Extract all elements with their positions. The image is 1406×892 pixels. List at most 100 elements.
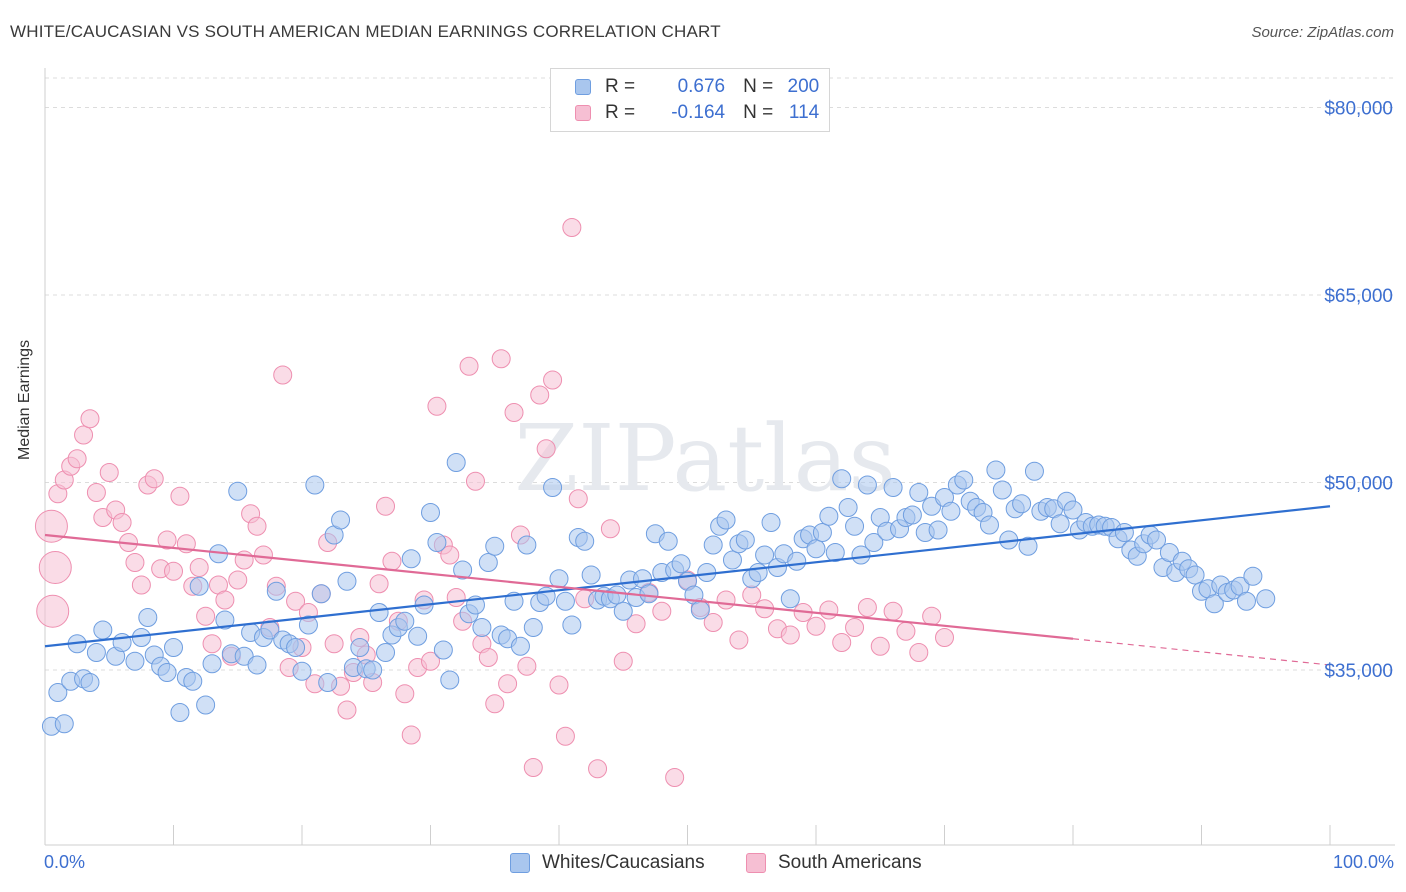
- white-caucasian-point: [562, 615, 582, 635]
- white-caucasian-point: [228, 481, 248, 501]
- south-american-point: [382, 551, 402, 571]
- white-caucasian-point: [80, 673, 100, 692]
- south-american-point: [485, 694, 505, 714]
- white-caucasian-point: [812, 523, 832, 542]
- white-caucasian-point: [305, 475, 325, 495]
- white-caucasian-point: [1185, 565, 1205, 585]
- legend-swatch-pink: [575, 105, 591, 121]
- south-american-point: [427, 396, 447, 416]
- white-caucasian-point: [93, 620, 113, 640]
- south-american-point: [196, 606, 216, 626]
- white-caucasian-point: [292, 661, 312, 681]
- south-american-point: [369, 574, 389, 594]
- white-caucasian-point: [1243, 566, 1263, 586]
- legend-r-value: -0.164: [671, 102, 726, 123]
- bottom-legend-label: Whites/Caucasians: [542, 852, 705, 873]
- white-caucasian-point: [941, 501, 961, 521]
- white-caucasian-point: [427, 533, 447, 552]
- south-american-point: [600, 519, 620, 539]
- white-caucasian-point: [183, 671, 203, 691]
- white-caucasian-point: [543, 478, 563, 497]
- south-american-point: [99, 463, 119, 482]
- south-american-point: [36, 594, 70, 628]
- white-caucasian-point: [755, 545, 775, 565]
- white-caucasian-point: [883, 478, 903, 497]
- white-caucasian-point: [350, 638, 370, 657]
- south-american-point: [144, 469, 164, 489]
- south-american-point: [80, 409, 100, 429]
- south-american-point: [742, 585, 762, 605]
- white-caucasian-point: [864, 533, 884, 552]
- south-american-point: [819, 600, 839, 620]
- white-caucasian-point: [658, 531, 678, 551]
- white-caucasian-point: [1204, 594, 1224, 614]
- white-caucasian-point: [671, 554, 691, 574]
- white-caucasian-point: [337, 571, 357, 591]
- legend-r-value: 0.676: [677, 76, 726, 97]
- white-caucasian-point: [421, 503, 440, 522]
- south-american-point: [703, 613, 723, 632]
- white-caucasian-point: [401, 549, 421, 569]
- white-caucasian-point: [639, 584, 659, 604]
- south-american-point: [376, 496, 396, 516]
- south-american-point: [395, 684, 415, 704]
- white-caucasian-point: [157, 663, 177, 682]
- white-caucasian-point: [86, 643, 106, 662]
- south-american-point: [459, 356, 479, 376]
- white-caucasian-point: [485, 536, 505, 556]
- white-caucasian-point: [1012, 494, 1032, 514]
- south-american-point: [465, 471, 485, 491]
- white-caucasian-point: [979, 515, 999, 535]
- white-caucasian-point: [138, 608, 158, 627]
- south-american-point: [34, 509, 68, 543]
- white-caucasian-point: [607, 585, 627, 605]
- white-caucasian-point: [555, 591, 575, 611]
- legend-n-value: 200: [787, 76, 820, 97]
- south-american-point: [125, 553, 145, 572]
- white-caucasian-point: [1018, 536, 1038, 556]
- white-caucasian-point: [517, 535, 537, 555]
- legend-row-south-americans: R = -0.164 N = 114: [575, 101, 819, 125]
- white-caucasian-point: [722, 550, 742, 570]
- south-american-point: [562, 218, 582, 237]
- white-caucasian-point: [311, 584, 331, 604]
- south-american-point: [491, 349, 511, 369]
- axes: [44, 68, 1395, 846]
- white-caucasian-point: [1114, 523, 1134, 542]
- chart-title: WHITE/CAUCASIAN VS SOUTH AMERICAN MEDIAN…: [10, 22, 721, 41]
- bottom-legend-south-americans: South Americans: [746, 852, 922, 874]
- south-american-point: [845, 618, 865, 637]
- south-american-point: [228, 570, 248, 590]
- y-tick-label: $80,000: [1324, 99, 1393, 120]
- south-american-point: [935, 628, 954, 647]
- south-american-point: [883, 601, 903, 621]
- white-caucasian-point: [164, 638, 183, 657]
- white-caucasian-point: [806, 539, 826, 559]
- south-american-point: [421, 651, 440, 671]
- south-american-point: [729, 630, 749, 650]
- white-caucasian-point: [703, 535, 723, 555]
- white-caucasian-point: [478, 553, 498, 572]
- south-american-point: [253, 545, 273, 565]
- south-american-point: [286, 591, 306, 611]
- white-caucasian-point: [363, 660, 383, 680]
- white-caucasian-point: [196, 695, 216, 715]
- south-american-point: [440, 545, 460, 565]
- south-american-point: [131, 575, 151, 595]
- white-caucasian-point: [504, 591, 524, 611]
- legend-swatch-blue: [575, 79, 591, 95]
- bottom-legend-whites: Whites/Caucasians: [510, 852, 705, 874]
- south-american-point: [324, 634, 344, 654]
- south-american-point: [530, 385, 550, 405]
- white-caucasian-point: [690, 600, 710, 620]
- white-caucasian-point: [202, 654, 222, 674]
- white-caucasian-point: [902, 505, 922, 525]
- south-american-point: [613, 651, 633, 671]
- south-american-point: [896, 621, 916, 641]
- white-caucasian-point: [54, 714, 74, 734]
- white-caucasian-point: [581, 565, 601, 585]
- white-caucasian-point: [1147, 530, 1167, 550]
- south-american-point: [202, 634, 222, 654]
- south-american-point: [536, 439, 556, 459]
- south-american-point: [215, 590, 235, 610]
